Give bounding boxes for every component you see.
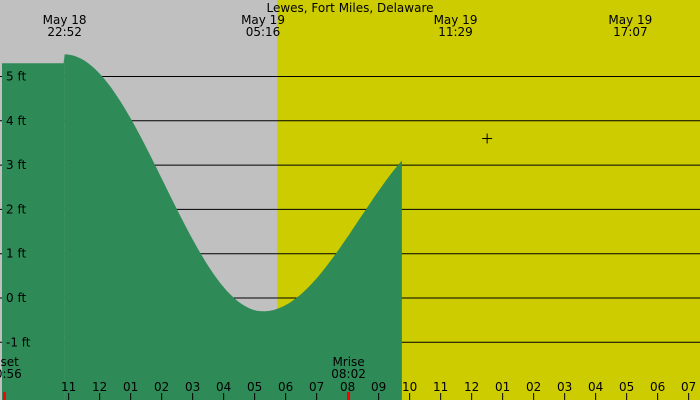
x-tick-label: 02: [154, 380, 169, 394]
annotation-marker-1: [347, 392, 351, 400]
event-time-0: 22:52: [47, 25, 82, 39]
y-tick-label: 2 ft: [6, 202, 26, 216]
x-tick-label: 10: [402, 380, 417, 394]
x-tick-label: 11: [433, 380, 448, 394]
y-tick-label: 5 ft: [6, 70, 26, 84]
chart-title: Lewes, Fort Miles, Delaware: [266, 1, 433, 15]
x-axis: 11 12 01 02 03 04 05 06 07 08 09 10 11 12 01 02 03 04 05 06…: [61, 380, 696, 400]
x-tick-label: 05: [247, 380, 262, 394]
x-tick-label: 05: [619, 380, 634, 394]
event-date-3: May 19: [608, 13, 652, 27]
annotation-title-0: Mset: [0, 355, 19, 369]
event-time-2: 11:29: [438, 25, 473, 39]
x-tick-label: 01: [495, 380, 510, 394]
event-time-1: 05:16: [246, 25, 281, 39]
y-tick-label: 1 ft: [6, 247, 26, 261]
event-date-2: May 19: [434, 13, 478, 27]
event-time-3: 17:07: [613, 25, 648, 39]
annotation-time-1: 08:02: [331, 367, 366, 381]
x-tick-label: 12: [464, 380, 479, 394]
x-tick-label: 02: [526, 380, 541, 394]
falling-tide-area-2: [263, 160, 402, 400]
x-tick-label: 07: [309, 380, 324, 394]
x-tick-label: 07: [681, 380, 696, 394]
x-tick-label: 08: [340, 380, 355, 394]
x-tick-label: 11: [61, 380, 76, 394]
x-tick-label: 04: [588, 380, 603, 394]
current-time-marker: [482, 133, 493, 144]
x-tick-label: 06: [650, 380, 665, 394]
x-tick-label: 12: [92, 380, 107, 394]
y-tick-label: 0 ft: [6, 291, 26, 305]
annotation-time-0: 20:56: [0, 367, 22, 381]
annotation-title-1: Mrise: [332, 355, 364, 369]
falling-tide-area-1: [64, 54, 263, 400]
x-tick-label: 09: [371, 380, 386, 394]
x-tick-label: 01: [123, 380, 138, 394]
x-tick-label: 03: [557, 380, 572, 394]
y-axis-labels: 5 ft 4 ft 3 ft 2 ft 1 ft 0 ft -1 ft: [6, 70, 31, 350]
y-tick-label: 4 ft: [6, 114, 26, 128]
event-date-0: May 18: [43, 13, 87, 27]
x-tick-label: 06: [278, 380, 293, 394]
annotation-marker-0: [2, 392, 6, 400]
x-tick-label: 04: [216, 380, 231, 394]
x-tick-label: 03: [185, 380, 200, 394]
y-tick-label: 3 ft: [6, 158, 26, 172]
event-date-1: May 19: [241, 13, 285, 27]
y-tick-label: -1 ft: [6, 335, 31, 349]
falling-tide-area-0: [2, 54, 65, 400]
tide-areas: [2, 54, 402, 400]
